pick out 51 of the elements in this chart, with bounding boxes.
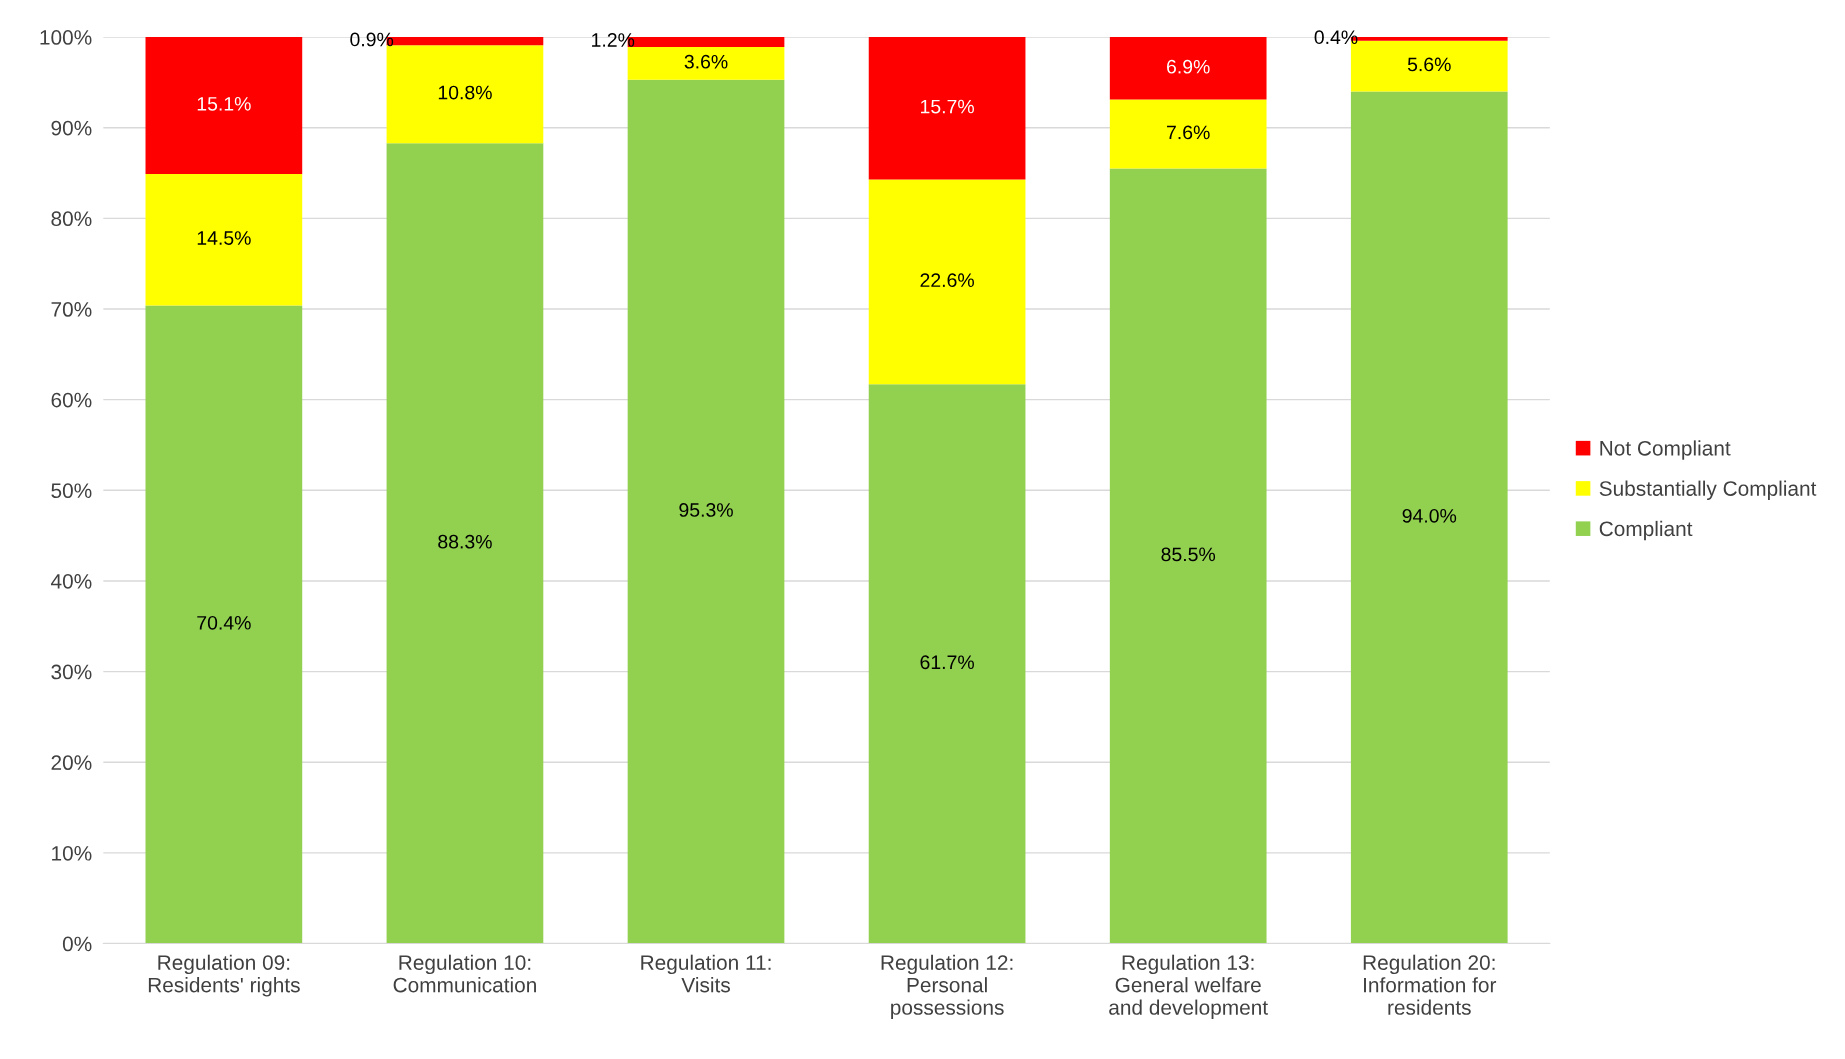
bar bbox=[1109, 37, 1267, 100]
y-tick-label: 60% bbox=[51, 392, 92, 408]
data-label: 0.9% bbox=[350, 32, 394, 47]
data-label: 61.7% bbox=[920, 655, 974, 670]
bar bbox=[145, 173, 303, 306]
bar bbox=[627, 47, 785, 80]
y-tick-label: 80% bbox=[51, 211, 92, 227]
bar bbox=[868, 384, 1026, 944]
data-label: 85.5% bbox=[1161, 547, 1216, 562]
data-label: 22.6% bbox=[920, 273, 974, 288]
bar bbox=[868, 179, 1026, 385]
legend-label: Compliant bbox=[1599, 520, 1693, 541]
x-tick-label: Regulation 12: Personal possessions bbox=[881, 954, 1013, 1019]
bar bbox=[1109, 99, 1267, 169]
y-tick-label: 20% bbox=[51, 755, 92, 771]
x-tick-label: Regulation 20: Information for residents bbox=[1363, 954, 1497, 1015]
data-label: 15.7% bbox=[921, 99, 974, 114]
data-label: 10.8% bbox=[438, 85, 492, 100]
data-label: 3.6% bbox=[684, 54, 728, 69]
x-tick-label: Regulation 11: Visits bbox=[641, 954, 771, 993]
data-label: 94.0% bbox=[1402, 508, 1457, 523]
data-label: 14.5% bbox=[197, 231, 251, 245]
bar bbox=[868, 37, 1026, 180]
data-label: 0.4% bbox=[1314, 30, 1358, 45]
y-tick-label: 30% bbox=[51, 664, 92, 680]
bar bbox=[145, 37, 303, 174]
legend-label: Substantially Compliant bbox=[1599, 480, 1817, 501]
bar bbox=[1350, 91, 1508, 944]
data-label: 7.6% bbox=[1167, 125, 1210, 140]
x-tick-label: Regulation 10: Communication bbox=[393, 954, 536, 993]
data-label: 88.3% bbox=[438, 534, 492, 549]
bar bbox=[386, 143, 544, 944]
x-tick-label: Regulation 09: Residents' rights bbox=[148, 954, 300, 997]
bar bbox=[627, 79, 785, 944]
data-label: 5.6% bbox=[1407, 57, 1451, 72]
data-label: 15.1% bbox=[197, 97, 251, 111]
y-tick-label: 90% bbox=[51, 120, 92, 136]
y-tick-label: 0% bbox=[62, 936, 92, 952]
y-tick-label: 10% bbox=[52, 845, 92, 861]
y-tick-label: 100% bbox=[40, 30, 92, 45]
y-tick-label: 70% bbox=[51, 302, 92, 317]
bar bbox=[145, 305, 303, 944]
x-tick-label: Regulation 13: General welfare and development bbox=[1109, 954, 1268, 1019]
y-tick-label: 40% bbox=[50, 573, 92, 589]
data-label: 6.9% bbox=[1167, 59, 1210, 74]
bar bbox=[386, 45, 544, 144]
data-label: 70.4% bbox=[197, 615, 251, 630]
data-label: 95.3% bbox=[679, 503, 733, 517]
y-tick-label: 50% bbox=[51, 483, 92, 499]
bar bbox=[1109, 168, 1267, 944]
legend-label: Not Compliant bbox=[1600, 440, 1731, 460]
